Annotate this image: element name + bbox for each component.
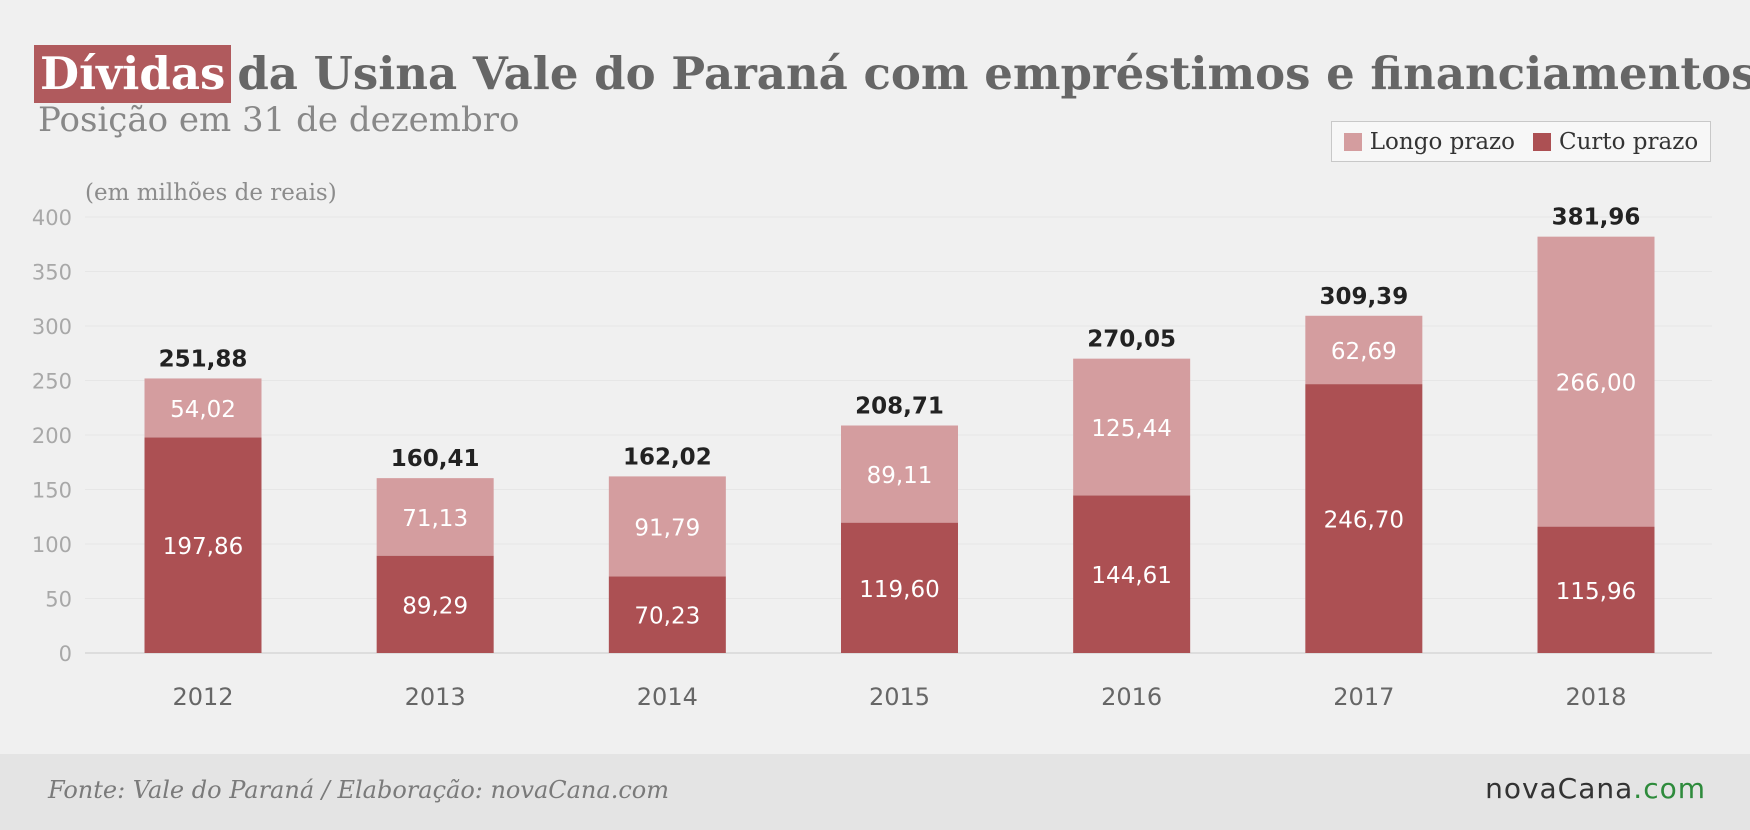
total-label-2015: 208,71 <box>855 394 944 420</box>
y-tick-label-300: 300 <box>32 315 72 339</box>
bar-curto-prazo-2014 <box>608 576 726 653</box>
footer: Fonte: Vale do Paraná / Elaboração: nova… <box>0 754 1750 830</box>
data-label-longo-prazo-2016: 125,44 <box>1091 416 1171 442</box>
bar-curto-prazo-2016 <box>1073 495 1191 653</box>
data-label-longo-prazo-2017: 62,69 <box>1331 339 1397 365</box>
y-tick-label-250: 250 <box>32 370 72 394</box>
brand-tld: .com <box>1633 772 1706 805</box>
data-label-curto-prazo-2017: 246,70 <box>1324 508 1404 534</box>
legend-swatch-curto-prazo <box>1533 132 1551 151</box>
legend-label-curto-prazo: Curto prazo <box>1559 128 1699 155</box>
bar-longo-prazo-2013 <box>376 478 494 556</box>
data-label-longo-prazo-2012: 54,02 <box>170 397 236 423</box>
total-label-2018: 381,96 <box>1552 205 1641 231</box>
legend-item-longo-prazo: Longo prazo <box>1343 128 1515 155</box>
y-tick-label-100: 100 <box>32 533 72 557</box>
x-tick-label-2014: 2014 <box>637 683 698 711</box>
chart-subtitle: Posição em 31 de dezembro <box>38 100 520 140</box>
data-label-curto-prazo-2018: 115,96 <box>1556 579 1636 605</box>
x-tick-label-2015: 2015 <box>869 683 930 711</box>
y-tick-label-150: 150 <box>32 479 72 503</box>
legend-swatch-longo-prazo <box>1343 132 1362 151</box>
total-label-2012: 251,88 <box>159 346 248 372</box>
x-tick-label-2013: 2013 <box>405 683 466 711</box>
data-label-curto-prazo-2013: 89,29 <box>402 593 468 619</box>
data-label-longo-prazo-2015: 89,11 <box>867 463 933 489</box>
bar-curto-prazo-2013 <box>376 555 494 653</box>
chart-title: Dívidas da Usina Vale do Paraná com empr… <box>34 45 1750 103</box>
title-text: da Usina Vale do Paraná com empréstimos … <box>237 47 1750 100</box>
bar-curto-prazo-2012 <box>144 437 262 653</box>
bar-longo-prazo-2016 <box>1073 358 1191 496</box>
total-label-2016: 270,05 <box>1087 327 1176 353</box>
y-tick-label-200: 200 <box>32 424 72 448</box>
data-label-curto-prazo-2012: 197,86 <box>163 534 243 560</box>
bar-curto-prazo-2015 <box>841 522 958 653</box>
source-note: Fonte: Vale do Paraná / Elaboração: nova… <box>48 776 669 804</box>
legend-item-curto-prazo: Curto prazo <box>1533 129 1698 155</box>
x-tick-label-2012: 2012 <box>172 683 233 711</box>
y-tick-label-400: 400 <box>32 206 72 230</box>
y-tick-label-350: 350 <box>32 261 72 285</box>
data-label-longo-prazo-2013: 71,13 <box>402 506 468 532</box>
legend-label-longo-prazo: Longo prazo <box>1369 128 1515 155</box>
legend: Longo prazo Curto prazo <box>1331 121 1711 162</box>
brand-name: novaCana <box>1485 772 1634 805</box>
total-label-2014: 162,02 <box>623 444 712 470</box>
data-label-curto-prazo-2015: 119,60 <box>859 577 939 603</box>
bar-longo-prazo-2012 <box>144 378 262 438</box>
x-tick-label-2017: 2017 <box>1333 683 1394 711</box>
data-label-longo-prazo-2014: 91,79 <box>634 515 700 541</box>
total-label-2013: 160,41 <box>391 446 480 472</box>
data-label-curto-prazo-2016: 144,61 <box>1091 563 1171 589</box>
bar-longo-prazo-2014 <box>608 476 726 577</box>
bar-longo-prazo-2015 <box>841 425 958 523</box>
data-label-curto-prazo-2014: 70,23 <box>634 604 700 630</box>
bar-curto-prazo-2018 <box>1537 526 1655 653</box>
data-label-longo-prazo-2018: 266,00 <box>1556 371 1636 397</box>
x-tick-label-2016: 2016 <box>1101 683 1162 711</box>
y-tick-label-0: 0 <box>59 642 72 666</box>
y-tick-label-50: 50 <box>45 588 72 612</box>
total-label-2017: 309,39 <box>1319 284 1408 310</box>
stacked-bar-chart: 0 50 100 150 200 250 300 350 400 197,86 54,02 251,8… <box>32 205 1712 711</box>
title-highlight: Dívidas <box>34 45 232 103</box>
bar-curto-prazo-2017 <box>1305 384 1423 653</box>
bar-longo-prazo-2017 <box>1305 315 1423 385</box>
bar-longo-prazo-2018 <box>1537 236 1655 527</box>
unit-label: (em milhões de reais) <box>85 180 337 206</box>
brand-logo: novaCana.com <box>1485 772 1706 805</box>
x-tick-label-2018: 2018 <box>1565 683 1626 711</box>
